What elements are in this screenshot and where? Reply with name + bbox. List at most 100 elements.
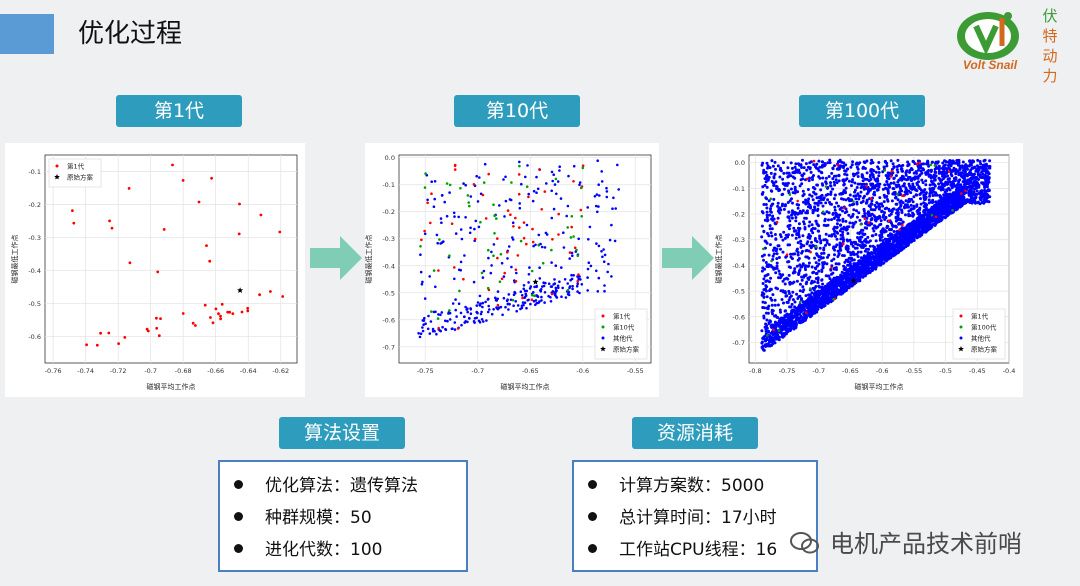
y-tick-label: -0.5 [382,289,395,297]
data-point [866,251,870,254]
data-point [931,160,934,164]
data-point [893,251,897,255]
data-point [894,183,898,187]
data-point [936,205,940,208]
data-point [768,243,772,247]
data-point [899,164,903,168]
data-point [827,218,830,222]
data-point [884,244,888,248]
data-point [852,208,856,212]
data-point [901,201,905,205]
y-tick-label: -0.5 [732,288,745,296]
data-point [787,171,791,175]
data-point [819,188,823,192]
data-point [978,202,982,206]
data-point [786,277,790,281]
data-point [568,251,572,254]
data-point [824,182,828,185]
data-point [550,285,554,288]
data-point [848,193,852,197]
data-point [983,194,987,197]
data-point [559,197,563,200]
data-point [760,340,764,344]
logo-vertical-text: 伏 特 动 力 [1040,6,1060,86]
data-point [209,316,212,319]
y-tick-label: -0.6 [382,316,395,324]
data-point [839,233,843,237]
data-point [451,302,455,305]
data-point [205,244,208,247]
data-point [855,252,859,256]
data-point [507,245,511,248]
data-point [765,338,769,342]
data-point [785,328,788,332]
data-point [793,171,797,175]
data-point [446,319,449,323]
data-point [902,205,906,209]
data-point [807,261,811,265]
data-point [802,220,806,224]
data-point [930,218,934,222]
data-point [868,260,871,263]
data-point [155,316,158,320]
data-point [529,285,533,288]
data-point [925,162,928,166]
data-point [816,207,820,211]
data-point [586,206,589,209]
data-point [864,201,868,205]
data-point [762,253,766,257]
data-point [419,253,422,256]
data-point [557,233,560,236]
data-point [595,269,598,273]
data-point [593,195,597,198]
data-point [543,291,547,294]
data-point [837,173,841,177]
data-point [833,286,837,290]
data-point [203,303,207,307]
data-point [796,253,800,257]
data-point [832,281,836,284]
data-point [834,178,838,182]
data-point [799,245,803,249]
data-point [835,283,839,287]
data-point [860,244,864,248]
logo-char: 动 [1042,47,1058,65]
data-point [983,176,987,180]
data-point [773,298,777,302]
data-point [932,176,936,180]
data-point [231,312,235,315]
data-point [804,294,808,298]
data-point [835,181,839,185]
data-point [823,304,827,307]
data-point [764,240,768,244]
data-point [837,179,841,183]
data-point [985,185,989,189]
data-point [816,306,820,310]
data-point [781,250,785,254]
data-point [907,223,911,227]
data-point [892,230,896,233]
data-point [547,294,550,298]
data-point [498,204,501,207]
data-point [518,160,521,164]
x-tick-label: -0.55 [905,367,922,375]
data-point [837,262,840,266]
data-point [798,312,802,316]
data-point [440,221,443,224]
data-point [811,178,814,182]
data-point [566,292,570,296]
data-point [481,305,484,309]
data-point [845,238,849,242]
data-point [874,183,878,187]
data-point [428,332,432,335]
data-point [982,201,986,205]
data-point [459,228,463,231]
data-point [525,289,528,293]
data-point [538,168,541,171]
data-point [785,294,789,298]
data-point [923,202,927,206]
data-point [940,217,944,221]
data-point [859,250,863,254]
data-point [958,178,962,182]
data-point [915,181,919,185]
